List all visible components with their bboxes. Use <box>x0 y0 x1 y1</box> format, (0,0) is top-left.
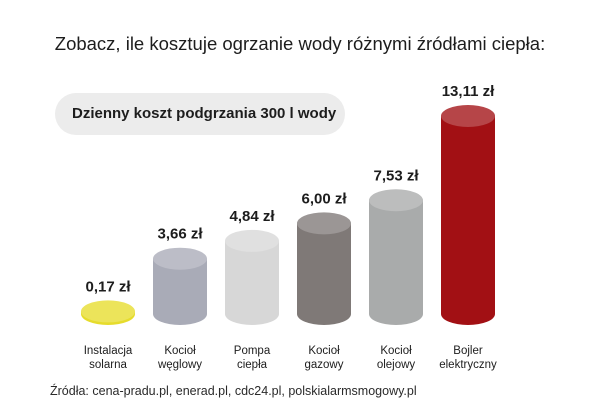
bar-top <box>369 189 423 212</box>
bar-3 <box>225 229 279 325</box>
bar-body <box>369 200 423 325</box>
bar-top <box>81 300 135 323</box>
bar-body <box>225 240 279 325</box>
value-label: 13,11 zł <box>442 83 495 100</box>
bar-top <box>225 229 279 252</box>
bar-body <box>297 223 351 325</box>
category-label: Kocioł węglowy <box>157 345 202 371</box>
category-label: Kocioł olejowy <box>377 345 416 371</box>
bar-top <box>441 105 495 127</box>
bar-top <box>297 212 351 235</box>
chart-subtitle: Dzienny koszt podgrzania 300 l wody <box>55 93 345 135</box>
value-label: 3,66 zł <box>157 226 203 243</box>
chart-title: Zobacz, ile kosztuje ogrzanie wody różny… <box>54 33 546 54</box>
bar-top <box>153 247 207 270</box>
value-label: 7,53 zł <box>373 167 419 184</box>
value-label: 6,00 zł <box>301 190 347 207</box>
bar-2 <box>153 247 207 325</box>
value-label: 4,84 zł <box>229 208 275 225</box>
bar-5 <box>369 189 423 325</box>
category-label: Instalacja solarna <box>84 345 133 371</box>
bar-4 <box>297 212 351 325</box>
bar-body <box>153 258 207 325</box>
source-note: Źródła: cena-pradu.pl, enerad.pl, cdc24.… <box>50 384 417 398</box>
bar-body <box>441 116 495 325</box>
bar-1 <box>81 300 135 325</box>
value-label: 0,17 zł <box>85 278 131 295</box>
category-label: Pompa ciepła <box>234 345 271 371</box>
category-label: Kocioł gazowy <box>305 345 344 371</box>
category-label: Bojler elektryczny <box>439 345 497 371</box>
bar-6 <box>441 105 495 325</box>
